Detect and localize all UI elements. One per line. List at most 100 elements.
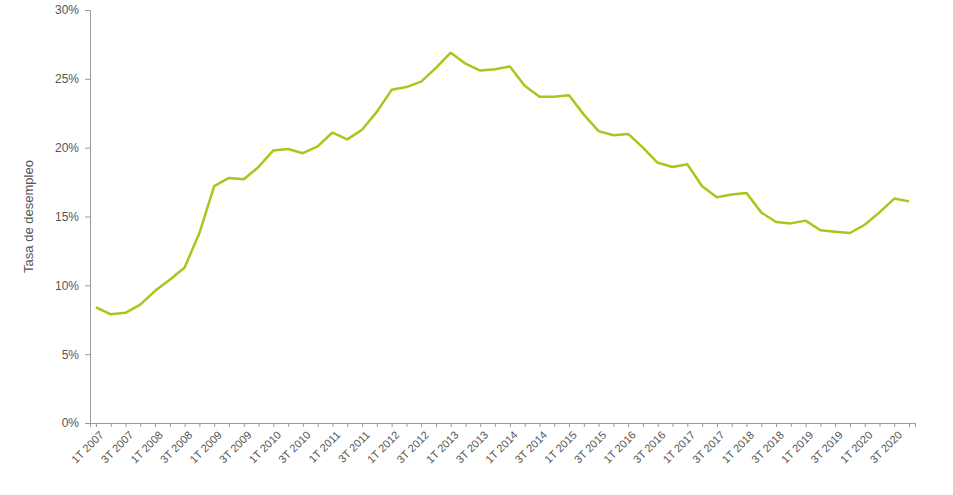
y-tick: 15% <box>55 210 90 224</box>
x-tick <box>584 423 585 427</box>
x-tick <box>820 423 821 427</box>
x-tick <box>259 423 260 427</box>
x-tick <box>702 423 703 427</box>
x-tick <box>554 423 555 427</box>
y-tick-label: 5% <box>62 348 80 362</box>
x-tick-mark <box>170 423 171 427</box>
x-tick-mark <box>510 423 511 427</box>
x-tick <box>140 423 141 427</box>
x-tick <box>229 423 230 427</box>
y-tick-label: 30% <box>55 3 79 17</box>
x-tick <box>761 423 762 427</box>
x-tick-mark <box>761 423 762 427</box>
x-tick <box>199 423 200 427</box>
x-tick-mark <box>155 423 156 427</box>
x-tick-mark <box>259 423 260 427</box>
x-tick-mark <box>850 423 851 427</box>
x-tick-mark <box>377 423 378 427</box>
x-tick-mark <box>332 423 333 427</box>
x-tick-mark <box>318 423 319 427</box>
x-tick-mark <box>525 423 526 427</box>
x-tick <box>111 423 112 427</box>
y-axis-line <box>85 11 91 424</box>
x-tick <box>288 423 289 427</box>
x-tick <box>525 423 526 427</box>
x-tick-mark <box>466 423 467 427</box>
x-tick <box>406 423 407 427</box>
x-tick <box>732 423 733 427</box>
x-tick-mark <box>229 423 230 427</box>
y-axis: 0% 5% 10% 15% 20% 25% 30% <box>55 3 91 430</box>
y-tick: 5% <box>62 348 90 362</box>
y-tick-mark <box>85 217 90 218</box>
y-tick-mark <box>85 148 90 149</box>
x-tick-label: 3T 2020 <box>867 429 904 466</box>
x-tick-mark <box>214 423 215 427</box>
x-tick-mark <box>702 423 703 427</box>
x-tick <box>880 423 881 427</box>
x-axis-line <box>91 424 916 428</box>
chart-svg: 0% 5% 10% 15% 20% 25% 30% 1T 20073T 20071T 2008… <box>0 0 953 495</box>
x-tick-label: 3T 2010 <box>276 429 313 466</box>
x-tick-mark <box>495 423 496 427</box>
y-tick: 30% <box>55 3 90 17</box>
x-tick-mark <box>111 423 112 427</box>
y-tick-mark <box>85 79 90 80</box>
x-tick-mark <box>732 423 733 427</box>
y-tick-label: 10% <box>55 279 79 293</box>
x-tick-mark <box>584 423 585 427</box>
y-tick: 0% <box>62 416 90 430</box>
y-tick-label: 15% <box>55 210 79 224</box>
x-tick <box>495 423 496 427</box>
x-tick-mark <box>140 423 141 427</box>
x-tick <box>909 423 910 427</box>
line-series <box>96 53 909 315</box>
x-tick-mark <box>894 423 895 427</box>
chart-container: 0% 5% 10% 15% 20% 25% 30% 1T 20073T 20071T 2008… <box>0 0 953 495</box>
x-tick <box>850 423 851 427</box>
x-tick-mark <box>406 423 407 427</box>
x-tick-mark <box>244 423 245 427</box>
x-tick <box>613 423 614 427</box>
x-tick <box>318 423 319 427</box>
x-tick-mark <box>303 423 304 427</box>
x-tick-mark <box>199 423 200 427</box>
x-tick-mark <box>791 423 792 427</box>
x-tick-mark <box>776 423 777 427</box>
x-tick <box>347 423 348 427</box>
x-tick-mark <box>746 423 747 427</box>
x-tick-mark <box>717 423 718 427</box>
x-tick-mark <box>673 423 674 427</box>
x-tick-mark <box>480 423 481 427</box>
x-tick-mark <box>421 423 422 427</box>
x-tick-mark <box>273 423 274 427</box>
y-tick-mark <box>85 285 90 286</box>
x-tick <box>673 423 674 427</box>
x-tick-mark <box>288 423 289 427</box>
x-tick-label: 1T 2011 <box>306 429 342 465</box>
x-tick-mark <box>125 423 126 427</box>
x-tick-mark <box>362 423 363 427</box>
x-tick-mark <box>554 423 555 427</box>
x-tick-mark <box>436 423 437 427</box>
x-tick-mark <box>613 423 614 427</box>
y-tick-label: 25% <box>55 72 79 86</box>
x-tick-mark <box>658 423 659 427</box>
x-tick-mark <box>599 423 600 427</box>
y-tick-label: 20% <box>55 141 79 155</box>
x-tick-mark <box>96 423 97 427</box>
y-tick-mark <box>85 423 90 424</box>
x-tick-mark <box>628 423 629 427</box>
y-tick: 10% <box>55 279 90 293</box>
x-tick <box>377 423 378 427</box>
plot-area <box>96 53 909 315</box>
y-tick: 25% <box>55 72 90 86</box>
x-tick-mark <box>835 423 836 427</box>
y-tick: 20% <box>55 141 90 155</box>
x-tick <box>466 423 467 427</box>
x-tick: 3T 2010 <box>276 423 313 465</box>
x-axis: 1T 20073T 20071T 20083T 20081T 20093T 20… <box>69 423 916 465</box>
y-tick-label: 0% <box>62 416 80 430</box>
x-tick-mark <box>347 423 348 427</box>
y-tick-mark <box>85 10 90 11</box>
